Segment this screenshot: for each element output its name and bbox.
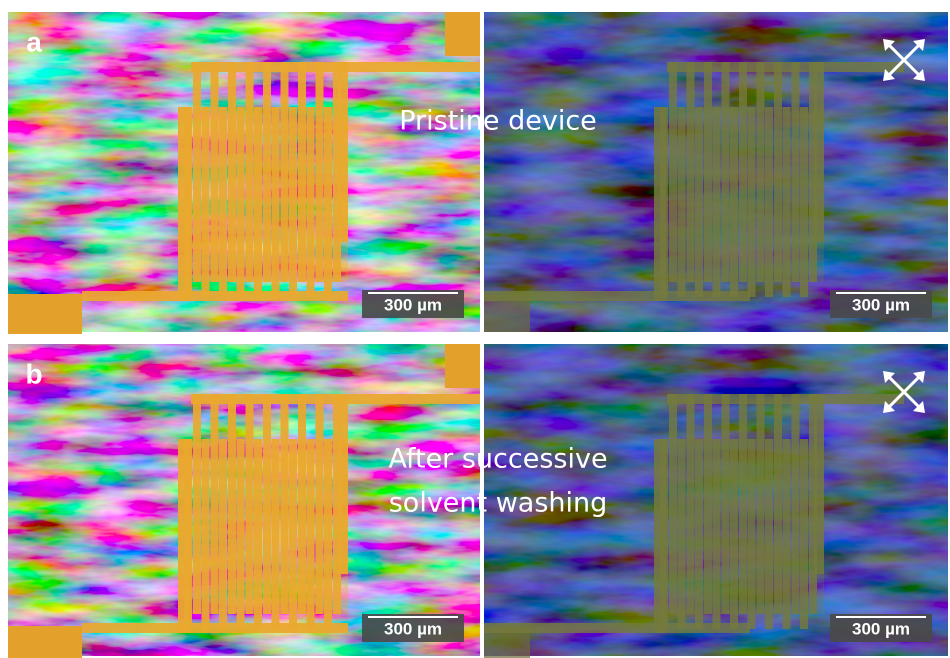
panel-row: 300 µm 300 µm a Pristine device [8, 12, 948, 334]
panel-label: a [26, 26, 42, 57]
electrode [178, 439, 348, 614]
electrode [484, 623, 750, 633]
panel-row: 300 µm 300 µm b After successive solvent was… [8, 344, 948, 658]
scale-bar-label: 300 µm [384, 295, 442, 314]
figure: 300 µm300 µmaPristine device300 µm300 µm… [0, 0, 950, 658]
electrode [445, 344, 480, 388]
electrode [667, 62, 904, 72]
scale-bar-label: 300 µm [852, 619, 910, 638]
electrode [8, 626, 82, 658]
scale-bar-label: 300 µm [852, 295, 910, 314]
electrode [654, 439, 824, 614]
caption: Pristine device [399, 106, 597, 137]
electrode [178, 107, 348, 282]
caption: After successive [388, 444, 607, 475]
scale-bar-label: 300 µm [384, 619, 442, 638]
electrode [654, 107, 824, 282]
electrode [445, 12, 480, 56]
caption: solvent washing [389, 488, 608, 519]
panel-label: b [25, 358, 42, 389]
electrode [8, 294, 82, 334]
electrode [667, 394, 904, 404]
electrode [484, 291, 750, 301]
